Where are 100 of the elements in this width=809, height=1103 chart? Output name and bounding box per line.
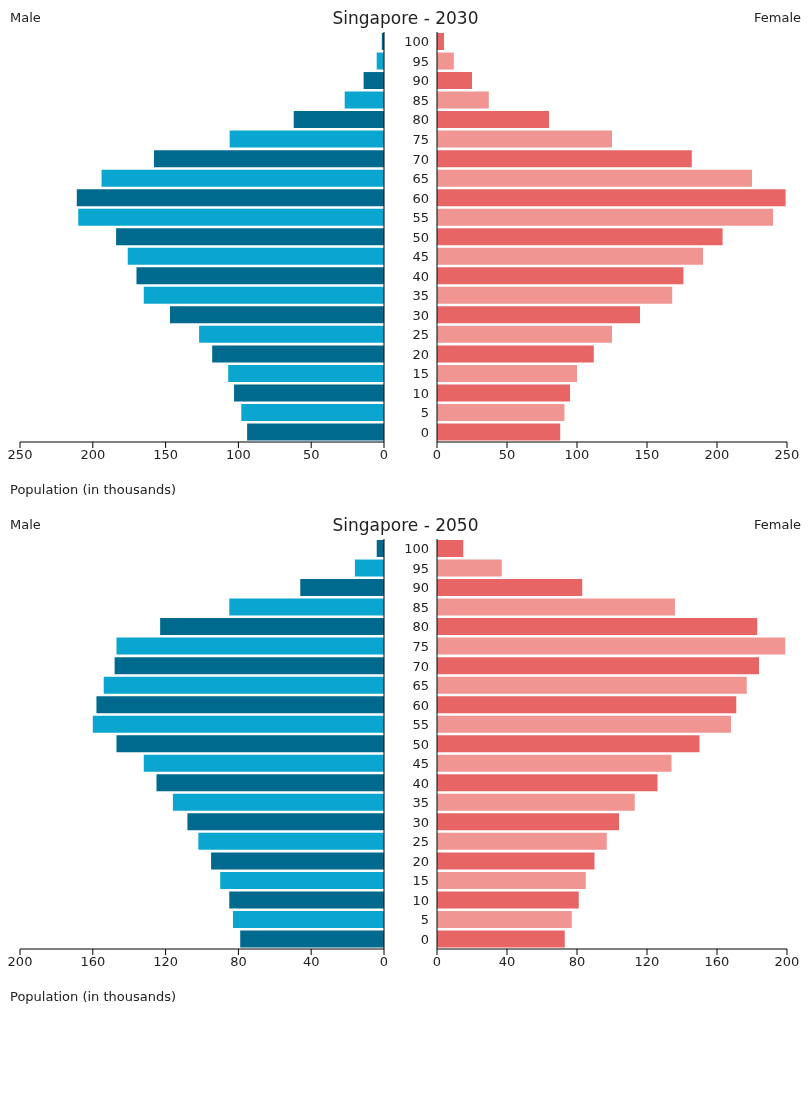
bar [437,891,579,909]
y-tick-label: 60 [412,697,429,713]
bar [437,715,731,733]
bar [437,696,737,714]
bar [96,696,384,714]
bar [437,286,673,304]
chart-title: Singapore - 2050 [332,515,479,535]
bar [172,793,384,811]
y-tick-label: 55 [412,210,429,226]
bar [240,930,384,948]
bar [169,306,384,324]
bar [437,208,773,226]
bar [437,345,594,363]
x-tick-label: 200 [774,954,800,970]
bar [437,559,502,577]
bar [437,403,565,421]
bar [437,637,786,655]
bar [437,189,786,207]
bar [116,637,384,655]
bar [241,403,384,421]
y-tick-label: 65 [412,171,429,187]
y-tick-label: 75 [412,639,429,654]
bar [92,715,384,733]
bar [247,423,384,441]
bar [160,618,384,636]
bar [211,852,384,870]
bar [234,384,384,402]
x-tick-label: 160 [80,954,106,970]
x-tick-label: 40 [498,954,516,970]
x-tick-label: 150 [634,447,660,463]
bar [220,871,384,889]
x-tick-label: 0 [432,447,442,463]
bar [127,247,384,265]
y-tick-label: 20 [412,853,429,869]
x-tick-label: 200 [7,954,33,970]
bar [199,325,384,343]
y-tick-label: 0 [420,424,429,440]
x-tick-label: 100 [225,447,251,463]
y-tick-label: 10 [412,892,429,908]
x-tick-label: 50 [498,447,516,463]
y-tick-label: 60 [412,190,429,206]
chart-subtitle: Male [10,10,41,25]
y-tick-label: 50 [412,736,429,752]
x-tick-label: 80 [568,954,586,970]
x-tick-label: 250 [774,447,800,463]
bar [437,832,607,850]
x-tick-label: 100 [564,447,590,463]
bar [232,910,384,928]
bar [116,228,384,246]
bar [228,364,384,382]
bar [187,813,384,831]
chart-subtitle: Male [10,517,41,532]
bar [136,267,384,285]
x-tick-label: 0 [379,447,389,463]
y-tick-label: 85 [412,92,429,108]
bar [437,325,612,343]
y-tick-label: 10 [412,385,429,401]
bar [437,618,758,636]
bar [437,793,635,811]
y-tick-label: 100 [404,34,429,50]
bar [437,676,747,694]
bar [437,540,464,557]
y-tick-label: 20 [412,346,429,362]
bar [437,579,583,597]
bar [437,306,640,324]
bar [143,286,384,304]
bar [437,735,700,753]
bar [437,774,658,792]
chart-subtitle: Female [753,517,801,532]
y-tick-label: 95 [412,53,429,69]
y-tick-label: 35 [412,288,429,304]
bar [363,72,384,90]
y-tick-label: 15 [412,873,429,889]
y-tick-label: 25 [412,834,429,850]
bar [437,91,489,109]
y-tick-label: 95 [412,560,429,576]
bar [437,852,595,870]
x-tick-label: 120 [634,954,660,970]
bar [437,72,472,90]
bar [437,169,752,187]
y-tick-label: 70 [412,151,429,167]
y-tick-label: 55 [412,717,429,733]
y-tick-label: 5 [420,405,429,421]
bar [344,91,384,109]
y-tick-label: 50 [412,229,429,245]
bar [354,559,384,577]
bar [437,813,619,831]
x-tick-label: 160 [704,954,730,970]
x-tick-label: 200 [704,447,730,463]
bar [153,150,384,168]
bar [156,774,384,792]
x-axis-title: Population (in thousands) [9,482,178,497]
y-tick-label: 90 [412,580,429,596]
bar [437,930,565,948]
y-tick-label: 80 [412,619,429,635]
y-tick-label: 15 [412,366,429,382]
bar [212,345,384,363]
x-tick-label: 200 [80,447,106,463]
y-tick-label: 70 [412,658,429,674]
y-tick-label: 5 [420,912,429,928]
